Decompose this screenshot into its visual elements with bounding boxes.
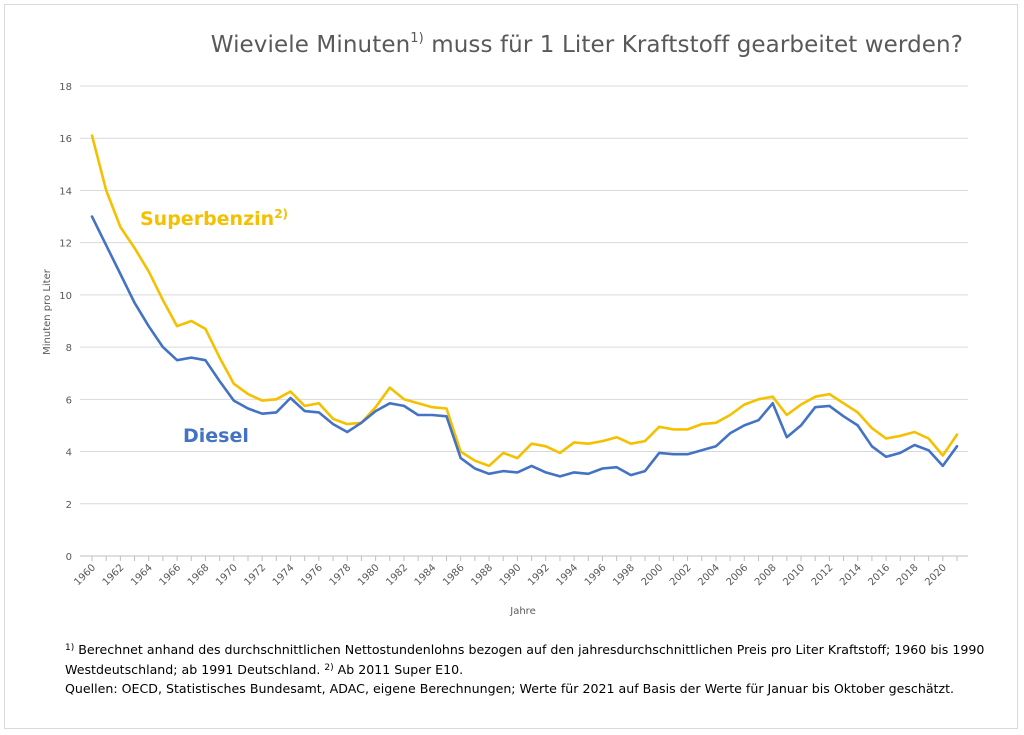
x-tick-label: 2014 xyxy=(838,562,864,588)
x-tick-label: 2010 xyxy=(781,562,807,588)
x-tick-label: 1984 xyxy=(413,562,439,588)
x-tick-label: 1978 xyxy=(328,562,354,588)
x-axis-label: Jahre xyxy=(509,606,535,617)
x-axis-ticks: 1960 1962 1964 1966 1968 1970 1972 1974 1976 1978… xyxy=(72,556,958,588)
x-tick-label: 1992 xyxy=(526,562,552,588)
y-tick-label: 16 xyxy=(59,134,72,145)
footnote-text-1: Berechnet anhand des durchschnittlichen … xyxy=(65,642,985,677)
x-tick-label: 2008 xyxy=(753,562,779,588)
y-tick-label: 0 xyxy=(66,552,72,563)
x-tick-label: 1960 xyxy=(72,562,98,588)
x-tick-label: 1974 xyxy=(271,562,297,588)
chart-frame xyxy=(4,4,1018,729)
x-tick-label: 1970 xyxy=(214,562,240,588)
y-tick-label: 2 xyxy=(66,500,72,511)
chart-title-footnote-mark: 1) xyxy=(410,31,424,46)
x-tick-label: 1988 xyxy=(469,562,495,588)
series-label-superbenzin: Superbenzin2) xyxy=(140,207,288,230)
x-tick-label: 1976 xyxy=(299,562,325,588)
x-tick-label: 1986 xyxy=(441,562,467,588)
gridlines xyxy=(80,85,968,557)
series-label-superbenzin-footnote-mark: 2) xyxy=(274,207,288,221)
x-tick-label: 2002 xyxy=(668,562,694,588)
x-tick-label: 1990 xyxy=(498,562,524,588)
x-tick-label: 1982 xyxy=(384,562,410,588)
y-tick-label: 4 xyxy=(66,448,72,459)
x-tick-label: 2012 xyxy=(810,562,836,588)
y-tick-label: 18 xyxy=(59,82,72,93)
x-tick-label: 1996 xyxy=(583,562,609,588)
chart-title: Wieviele Minuten1) muss für 1 Liter Kraf… xyxy=(211,31,963,58)
footnote: 1) Berechnet anhand des durchschnittlich… xyxy=(65,639,1010,698)
chart-title-text: Wieviele Minuten xyxy=(210,32,411,58)
series-label-diesel: Diesel xyxy=(183,425,249,447)
footnote-mark-2: 2) xyxy=(324,663,334,673)
footnote-sources: Quellen: OECD, Statistisches Bundesamt, … xyxy=(65,681,955,696)
x-tick-label: 1980 xyxy=(356,562,382,588)
x-tick-label: 1966 xyxy=(157,562,183,588)
x-tick-label: 2020 xyxy=(923,562,949,588)
series-line-superbenzin xyxy=(90,134,959,468)
x-tick-label: 2018 xyxy=(895,562,921,588)
x-tick-label: 1962 xyxy=(101,562,127,588)
series-lines xyxy=(90,134,959,478)
x-tick-label: 2004 xyxy=(696,562,722,588)
x-tick-label: 2006 xyxy=(725,562,751,588)
footnote-text-2: Ab 2011 Super E10. xyxy=(333,662,464,677)
y-axis-ticks: 0 2 4 6 8 10 12 14 16 18 xyxy=(59,82,72,563)
x-tick-label: 1994 xyxy=(554,562,580,588)
footnote-mark-1: 1) xyxy=(65,643,75,653)
x-tick-label: 2016 xyxy=(866,562,892,588)
chart-title-text-rest: muss für 1 Liter Kraftstoff gearbeitet w… xyxy=(423,32,963,58)
x-tick-label: 1964 xyxy=(129,562,155,588)
x-tick-label: 2000 xyxy=(640,562,666,588)
x-tick-label: 1998 xyxy=(611,562,637,588)
x-tick-label: 1968 xyxy=(186,562,212,588)
y-tick-label: 8 xyxy=(66,343,72,354)
series-line-diesel xyxy=(90,215,959,478)
y-axis-label: Minuten pro Liter xyxy=(42,268,53,355)
series-label-superbenzin-text: Superbenzin xyxy=(140,208,274,230)
y-tick-label: 12 xyxy=(59,239,72,250)
y-tick-label: 10 xyxy=(59,291,72,302)
x-tick-label: 1972 xyxy=(243,562,269,588)
y-tick-label: 6 xyxy=(66,395,72,406)
y-tick-label: 14 xyxy=(59,186,72,197)
